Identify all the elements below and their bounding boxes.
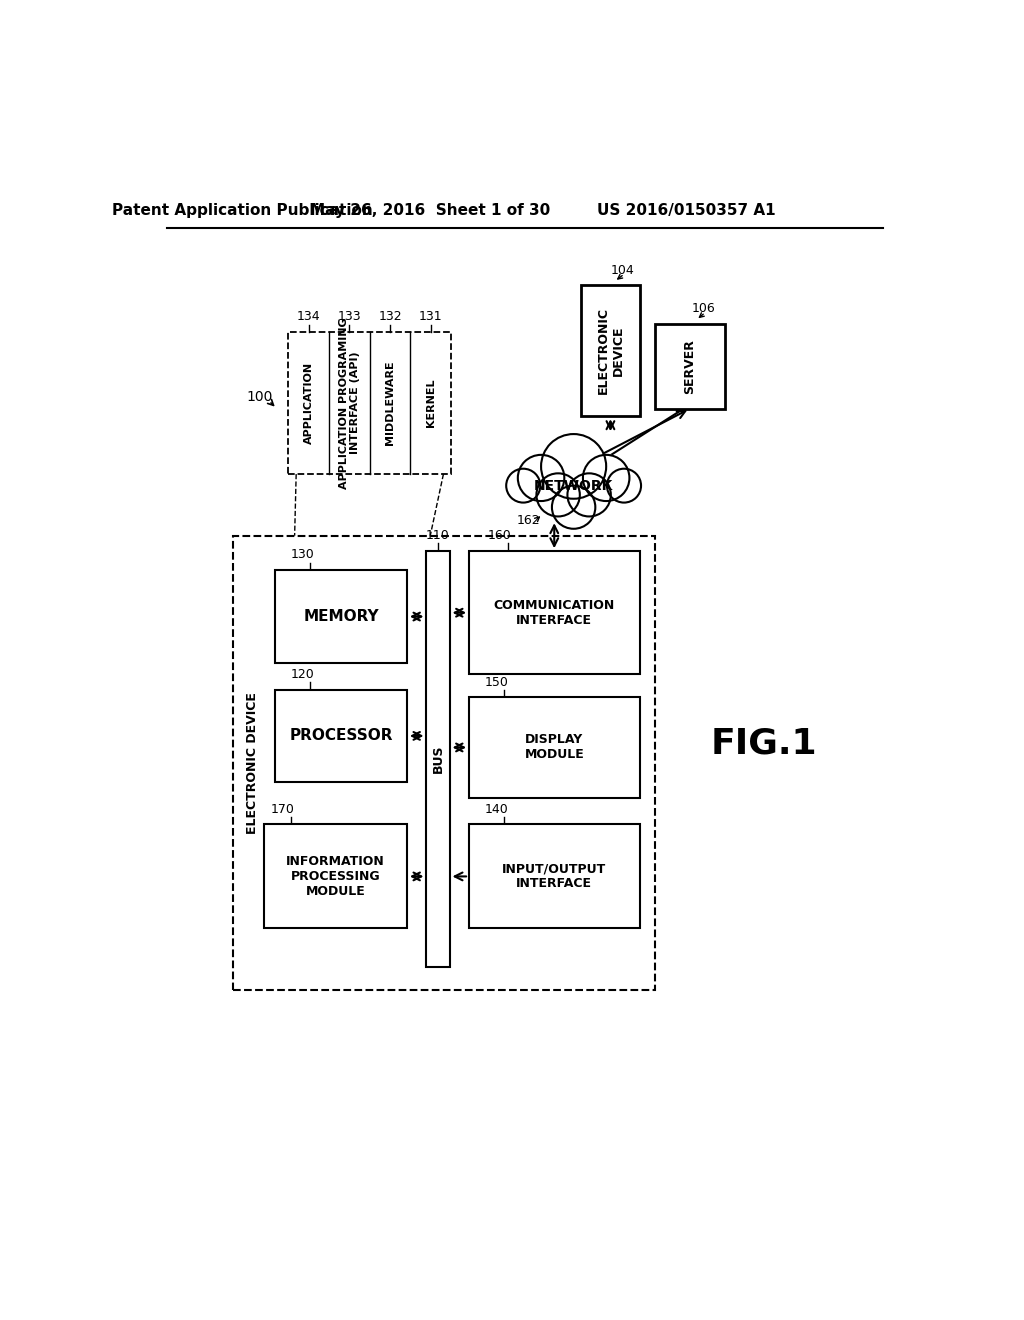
- Text: 170: 170: [271, 803, 295, 816]
- Text: 110: 110: [426, 529, 450, 543]
- Text: ELECTRONIC DEVICE: ELECTRONIC DEVICE: [246, 692, 258, 834]
- Circle shape: [541, 434, 606, 499]
- Bar: [232, 536, 655, 990]
- Text: 104: 104: [610, 264, 634, 277]
- Text: 160: 160: [488, 529, 512, 543]
- Bar: [263, 825, 407, 928]
- Circle shape: [583, 455, 630, 502]
- Bar: [582, 285, 640, 416]
- Text: MEMORY: MEMORY: [303, 609, 379, 624]
- Circle shape: [537, 474, 580, 516]
- Text: 120: 120: [291, 668, 314, 681]
- Text: COMMUNICATION
INTERFACE: COMMUNICATION INTERFACE: [494, 599, 614, 627]
- Text: MIDDLEWARE: MIDDLEWARE: [385, 360, 395, 445]
- Text: May 26, 2016  Sheet 1 of 30: May 26, 2016 Sheet 1 of 30: [310, 203, 550, 218]
- Text: KERNEL: KERNEL: [426, 379, 436, 428]
- Circle shape: [552, 486, 595, 529]
- Text: 132: 132: [378, 310, 402, 323]
- Text: 106: 106: [692, 302, 716, 315]
- Bar: [275, 570, 407, 663]
- Text: APPLICATION: APPLICATION: [304, 362, 313, 444]
- Text: 162: 162: [517, 513, 541, 527]
- Text: 134: 134: [297, 310, 321, 323]
- Circle shape: [518, 455, 564, 502]
- Bar: [275, 690, 407, 781]
- Text: 140: 140: [484, 803, 508, 816]
- Text: APPLICATION PROGRAMING
INTERFACE (API): APPLICATION PROGRAMING INTERFACE (API): [339, 317, 360, 488]
- Bar: [469, 697, 640, 797]
- Bar: [289, 331, 452, 474]
- Text: BUS: BUS: [431, 744, 444, 774]
- Text: 150: 150: [484, 676, 508, 689]
- Text: INFORMATION
PROCESSING
MODULE: INFORMATION PROCESSING MODULE: [286, 855, 385, 898]
- Bar: [469, 825, 640, 928]
- Text: NETWORK: NETWORK: [534, 479, 613, 492]
- Text: ELECTRONIC
DEVICE: ELECTRONIC DEVICE: [596, 308, 625, 395]
- Text: 131: 131: [419, 310, 442, 323]
- Text: Patent Application Publication: Patent Application Publication: [113, 203, 373, 218]
- Text: FIG.1: FIG.1: [711, 726, 817, 760]
- Text: 130: 130: [291, 548, 314, 561]
- Text: DISPLAY
MODULE: DISPLAY MODULE: [524, 734, 584, 762]
- Bar: [655, 323, 725, 409]
- Circle shape: [607, 469, 641, 503]
- Text: 133: 133: [338, 310, 361, 323]
- Text: PROCESSOR: PROCESSOR: [290, 729, 393, 743]
- Circle shape: [506, 469, 541, 503]
- Bar: [426, 552, 450, 966]
- Text: INPUT/OUTPUT
INTERFACE: INPUT/OUTPUT INTERFACE: [502, 862, 606, 891]
- Bar: [469, 552, 640, 675]
- Text: SERVER: SERVER: [683, 339, 696, 393]
- Text: 100: 100: [247, 391, 273, 404]
- Circle shape: [567, 474, 611, 516]
- Text: US 2016/0150357 A1: US 2016/0150357 A1: [597, 203, 775, 218]
